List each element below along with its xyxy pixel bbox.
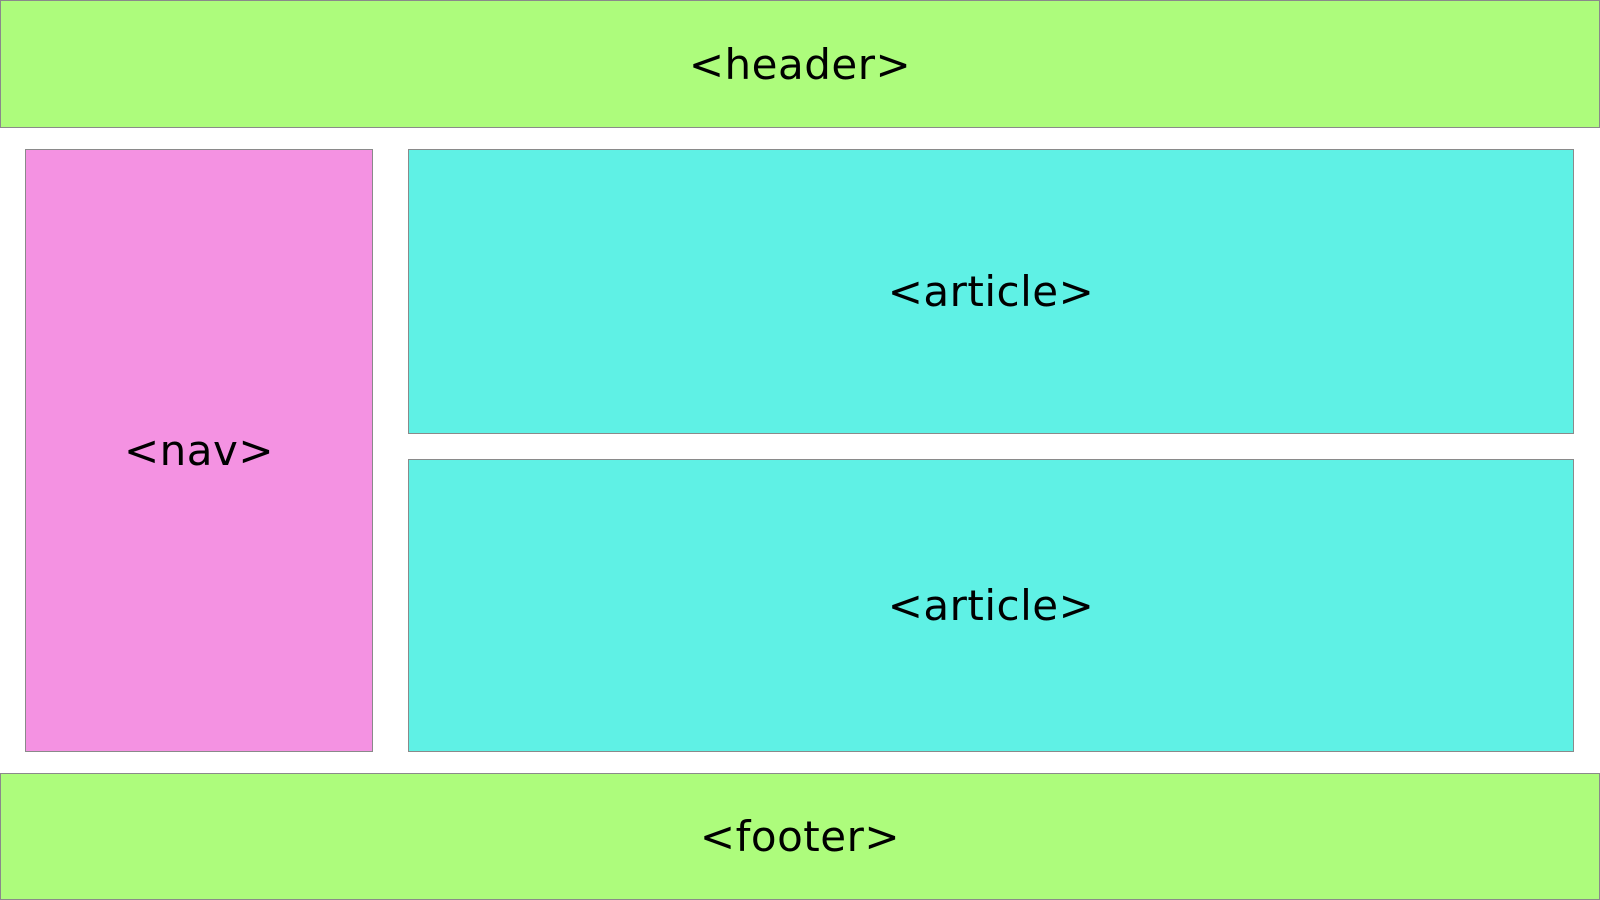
footer-region: <footer> — [0, 773, 1600, 900]
article-region-bottom: <article> — [408, 459, 1574, 752]
header-region: <header> — [0, 0, 1600, 128]
nav-region: <nav> — [25, 149, 373, 752]
article-label: <article> — [887, 581, 1095, 630]
nav-label: <nav> — [123, 426, 275, 475]
footer-label: <footer> — [699, 812, 901, 861]
header-label: <header> — [688, 39, 912, 89]
article-region-top: <article> — [408, 149, 1574, 434]
article-label: <article> — [887, 267, 1095, 316]
